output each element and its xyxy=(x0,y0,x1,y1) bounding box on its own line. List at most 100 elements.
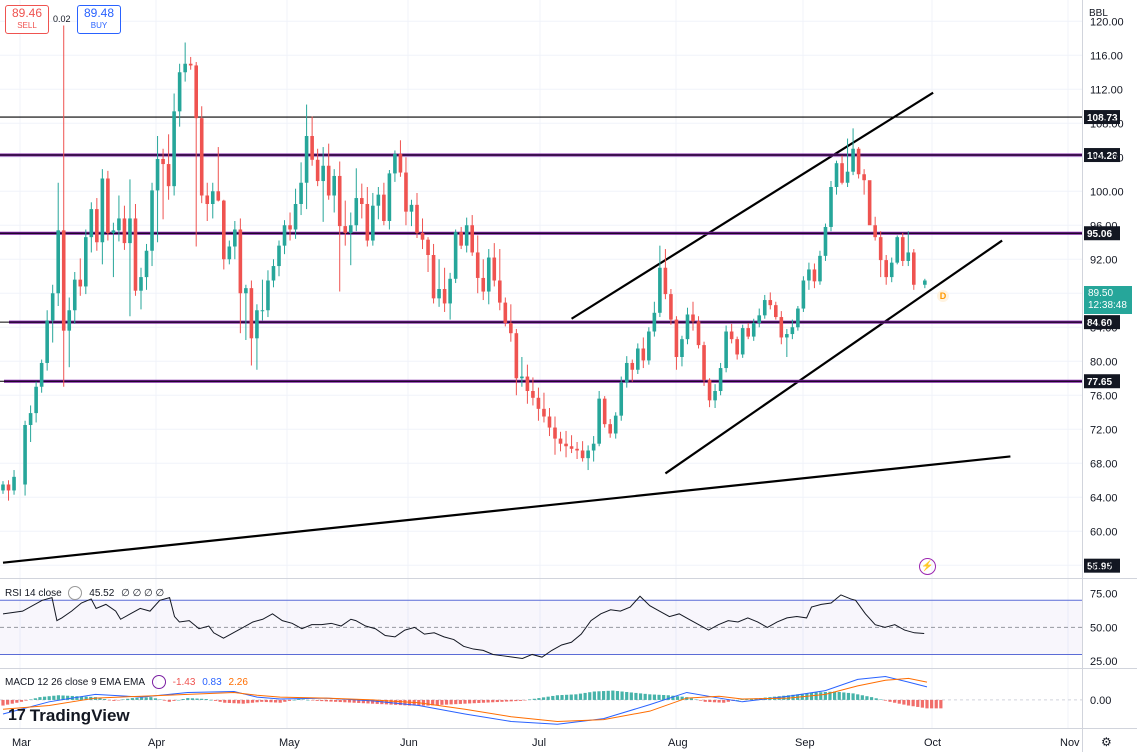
candle-body xyxy=(845,171,850,183)
macd-histogram-bar xyxy=(514,699,518,702)
candle-body xyxy=(238,229,243,294)
candle-body xyxy=(536,397,541,409)
candle-body xyxy=(78,279,83,287)
candle-body xyxy=(106,178,110,233)
macd-histogram-bar xyxy=(846,692,851,700)
symbol-label: BBL xyxy=(1089,8,1108,19)
macd-histogram-bar xyxy=(84,696,88,700)
time-tick-label: Sep xyxy=(795,737,815,749)
price-tick-label: 108.00 xyxy=(1090,118,1124,130)
level-price-tag xyxy=(1084,110,1120,125)
candle-body xyxy=(691,314,695,322)
macd-histogram-bar xyxy=(6,699,10,705)
candle-body xyxy=(117,218,121,231)
tradingview-mark-icon: 17 xyxy=(8,707,26,724)
dividend-marker[interactable]: D xyxy=(937,290,949,302)
candle-body xyxy=(282,225,287,246)
macd-histogram-bar xyxy=(329,699,333,702)
macd-histogram-bar xyxy=(481,699,486,703)
candle-body xyxy=(183,63,187,73)
brand-name: TradingView xyxy=(29,706,130,725)
candle-body xyxy=(354,198,359,226)
candle-body xyxy=(111,230,116,233)
candle-body xyxy=(315,159,320,182)
candle-body xyxy=(878,237,883,261)
macd-histogram-bar xyxy=(833,691,837,700)
macd-histogram-bar xyxy=(675,696,680,700)
sell-button[interactable]: 89.46 SELL xyxy=(5,5,49,34)
macd-histogram-bar xyxy=(583,692,587,700)
eye-icon[interactable] xyxy=(68,586,83,600)
candle-body xyxy=(597,398,601,444)
candle-body xyxy=(61,230,66,331)
macd-histogram-bar xyxy=(893,699,897,703)
macd-histogram-bar xyxy=(588,692,592,700)
macd-histogram-bar xyxy=(241,699,245,704)
candle-body xyxy=(39,362,44,387)
macd-histogram-bar xyxy=(883,699,888,701)
rsi-tick-label: 50.00 xyxy=(1090,622,1118,634)
signal-line xyxy=(2,677,928,722)
candle-body xyxy=(188,63,193,66)
candle-body xyxy=(785,334,789,338)
macd-histogram-bar xyxy=(574,694,578,700)
candle-body xyxy=(249,288,254,339)
candle-body xyxy=(713,391,717,401)
macd-histogram-bar xyxy=(352,699,356,703)
lightning-icon[interactable]: ⚡ xyxy=(919,558,936,575)
macd-histogram-bar xyxy=(722,699,726,703)
candle-body xyxy=(807,269,811,281)
macd-histogram-bar xyxy=(458,699,462,704)
gear-icon[interactable]: ⚙ xyxy=(1101,735,1112,749)
macd-histogram-bar xyxy=(652,694,657,700)
candle-body xyxy=(216,191,221,201)
last-price-value: 89.50 xyxy=(1088,288,1114,299)
macd-histogram-bar xyxy=(47,696,51,700)
candle-body xyxy=(663,267,668,295)
candle-body xyxy=(475,252,480,278)
eye-icon[interactable] xyxy=(151,675,166,689)
macd-histogram-bar xyxy=(477,699,481,703)
candle-body xyxy=(288,225,292,230)
macd-histogram-bar xyxy=(643,693,647,700)
macd-histogram-bar xyxy=(555,695,559,700)
macd-histogram-bar xyxy=(292,699,296,701)
macd-histogram-bar xyxy=(343,699,347,703)
macd-histogram-bar xyxy=(181,699,185,700)
buy-button[interactable]: 89.48 BUY xyxy=(77,5,121,34)
candle-body xyxy=(724,331,728,369)
candle-body xyxy=(525,376,530,391)
tradingview-logo[interactable]: 17 TradingView xyxy=(8,706,130,726)
macd-histogram-bar xyxy=(79,696,84,700)
candle-body xyxy=(382,194,386,221)
macd-histogram-bar xyxy=(301,699,305,700)
macd-histogram-bar xyxy=(306,699,310,701)
candle-body xyxy=(304,136,309,183)
macd-legend[interactable]: MACD 12 26 close 9 EMA EMA -1.43 0.83 2.… xyxy=(5,675,252,689)
candle-body xyxy=(702,345,706,380)
macd-histogram-bar xyxy=(237,699,241,704)
macd-histogram-bar xyxy=(213,699,218,701)
level-price-label: 104.26 xyxy=(1087,151,1118,162)
rsi-tick-label: 25.00 xyxy=(1090,656,1118,668)
candle-body xyxy=(72,279,77,311)
macd-histogram-bar xyxy=(209,699,213,701)
macd-histogram-bar xyxy=(223,699,227,703)
candle-body xyxy=(840,163,844,183)
macd-histogram-bar xyxy=(537,698,541,700)
macd-histogram-bar xyxy=(167,699,171,702)
candle-body xyxy=(277,245,281,267)
rsi-legend[interactable]: RSI 14 close 45.52 ∅ ∅ ∅ ∅ xyxy=(5,586,168,600)
level-price-tag xyxy=(1084,315,1120,330)
candle-body xyxy=(779,317,784,338)
macd-histogram-bar xyxy=(495,699,499,703)
candle-body xyxy=(619,382,624,416)
macd-histogram-bar xyxy=(703,699,707,702)
macd-histogram-bar xyxy=(902,699,906,705)
trendline xyxy=(664,239,1003,475)
macd-histogram-bar xyxy=(819,692,823,700)
candle-body xyxy=(343,226,348,233)
candle-body xyxy=(768,300,773,306)
macd-histogram-bar xyxy=(10,699,14,704)
